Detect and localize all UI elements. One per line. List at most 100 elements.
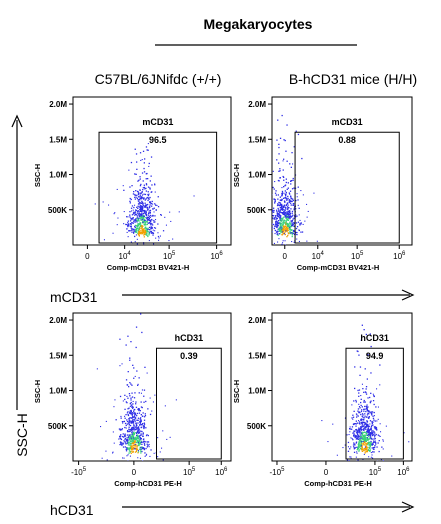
event-point — [365, 388, 367, 390]
event-point — [128, 452, 130, 454]
event-point — [120, 438, 122, 440]
event-point — [138, 231, 141, 233]
event-point — [129, 402, 131, 405]
event-point — [141, 191, 143, 193]
event-point — [134, 214, 136, 216]
event-point — [137, 232, 139, 234]
event-point — [142, 415, 144, 417]
event-point — [149, 229, 151, 231]
event-point — [292, 224, 294, 227]
event-point — [154, 227, 157, 229]
event-point — [131, 429, 133, 431]
event-point — [367, 397, 369, 399]
event-point — [138, 235, 140, 237]
event-point — [272, 209, 274, 211]
event-point — [278, 227, 280, 229]
event-point — [286, 224, 288, 226]
event-point — [377, 406, 379, 408]
event-point — [130, 450, 132, 452]
event-point — [348, 460, 350, 461]
y-tick-label: 500K — [247, 422, 266, 431]
event-point — [139, 185, 142, 187]
event-point — [290, 220, 292, 222]
event-point — [150, 449, 152, 451]
event-point — [363, 438, 366, 440]
event-point — [370, 411, 373, 413]
event-point — [288, 201, 290, 204]
event-point — [364, 431, 366, 433]
event-point — [363, 408, 365, 410]
event-point — [136, 439, 139, 441]
event-point — [285, 207, 287, 209]
event-point — [141, 446, 143, 448]
event-point — [137, 233, 139, 236]
event-point — [293, 187, 295, 189]
event-point — [137, 450, 139, 452]
event-point — [139, 178, 141, 180]
event-point — [281, 207, 284, 209]
event-point — [147, 216, 149, 219]
event-point — [355, 435, 358, 437]
event-point — [288, 225, 290, 228]
event-point — [296, 234, 298, 236]
event-point — [364, 413, 366, 415]
event-point — [127, 220, 129, 222]
event-point — [365, 410, 367, 413]
event-point — [127, 408, 129, 410]
event-point — [140, 446, 142, 448]
event-point — [358, 421, 361, 423]
event-point — [276, 209, 278, 211]
event-point — [278, 210, 280, 212]
event-point — [162, 459, 164, 461]
event-point — [143, 217, 145, 220]
event-point — [128, 448, 130, 450]
event-point — [282, 160, 284, 162]
event-point — [353, 433, 355, 435]
x-tick-label: 0 — [132, 468, 137, 477]
y-tick-label: 2.0M — [248, 100, 266, 109]
event-point — [382, 448, 384, 450]
event-point — [284, 214, 287, 216]
event-point — [131, 219, 133, 221]
event-point — [368, 429, 370, 431]
event-point — [356, 416, 358, 418]
event-point — [351, 428, 353, 430]
event-point — [127, 236, 129, 238]
event-point — [133, 409, 135, 411]
event-point — [147, 228, 149, 230]
event-point — [364, 408, 366, 410]
event-point — [300, 222, 302, 224]
event-point — [351, 426, 354, 428]
event-point — [139, 197, 142, 199]
plot-frame — [72, 96, 232, 246]
event-point — [362, 440, 364, 443]
event-point — [136, 221, 138, 223]
event-point — [126, 439, 128, 441]
event-point — [359, 431, 362, 433]
event-point — [382, 440, 384, 442]
event-point — [366, 409, 368, 411]
event-point — [127, 441, 129, 443]
event-point — [371, 444, 373, 446]
event-point — [289, 232, 292, 235]
event-point — [360, 404, 362, 407]
event-point — [369, 437, 371, 439]
event-point — [284, 201, 286, 203]
event-point — [379, 364, 381, 366]
event-point — [148, 211, 150, 213]
event-point — [279, 210, 281, 212]
event-point — [129, 419, 131, 422]
event-point — [149, 397, 151, 399]
event-point — [142, 460, 144, 461]
event-point — [277, 228, 279, 230]
event-point — [140, 441, 143, 443]
event-point — [276, 232, 278, 234]
event-point — [268, 242, 269, 243]
event-point — [150, 220, 152, 222]
event-point — [106, 459, 108, 461]
event-point — [145, 441, 147, 443]
event-point — [128, 430, 130, 433]
event-point — [365, 439, 367, 441]
event-point — [137, 409, 140, 411]
event-point — [127, 224, 129, 226]
